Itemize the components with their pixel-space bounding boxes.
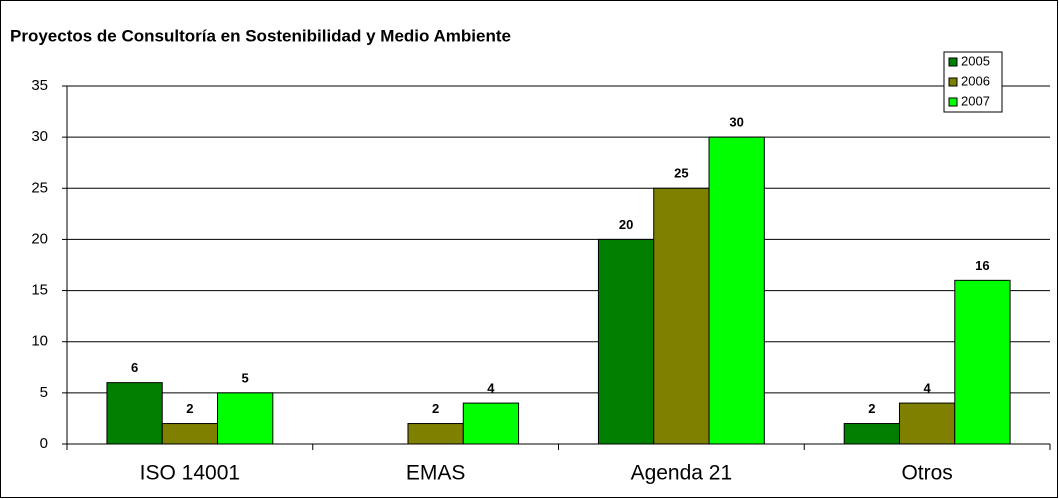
legend-swatch xyxy=(948,57,958,67)
y-tick-label: 10 xyxy=(31,333,48,350)
y-tick-label: 5 xyxy=(40,384,48,401)
y-tick-label: 35 xyxy=(31,77,48,94)
bar xyxy=(708,136,765,445)
x-tick-label: Agenda 21 xyxy=(631,462,733,485)
legend-swatch xyxy=(948,77,958,87)
bar xyxy=(462,402,520,445)
data-label: 2 xyxy=(186,401,193,416)
bar xyxy=(407,423,464,445)
bar xyxy=(217,392,274,445)
bar xyxy=(161,423,219,445)
x-tick-label: Otros xyxy=(901,462,952,485)
data-label: 4 xyxy=(487,381,495,396)
bar xyxy=(653,187,710,445)
x-tick-label: EMAS xyxy=(406,462,466,485)
bar xyxy=(843,423,900,445)
y-tick-label: 25 xyxy=(31,179,48,196)
y-tick-label: 30 xyxy=(31,128,48,145)
data-label: 30 xyxy=(729,115,743,130)
y-tick-label: 0 xyxy=(40,435,48,452)
data-label: 5 xyxy=(242,370,249,385)
data-label: 6 xyxy=(131,360,138,375)
bar xyxy=(597,238,655,445)
y-tick-label: 20 xyxy=(31,230,48,247)
x-tick-label: ISO 14001 xyxy=(140,462,240,485)
legend-label: 2005 xyxy=(961,53,990,68)
y-tick-label: 15 xyxy=(31,282,48,299)
data-label: 20 xyxy=(619,217,633,232)
data-label: 2 xyxy=(868,401,875,416)
chart-title: Proyectos de Consultoría en Sostenibilid… xyxy=(10,26,511,45)
data-label: 2 xyxy=(432,401,439,416)
legend-label: 2006 xyxy=(961,73,990,88)
data-label: 4 xyxy=(924,381,932,396)
data-label: 16 xyxy=(975,258,989,273)
data-label: 25 xyxy=(674,166,688,181)
legend-swatch xyxy=(948,97,958,107)
bar xyxy=(106,382,163,445)
bar xyxy=(898,402,956,445)
bar xyxy=(954,279,1011,445)
legend-label: 2007 xyxy=(961,93,990,108)
